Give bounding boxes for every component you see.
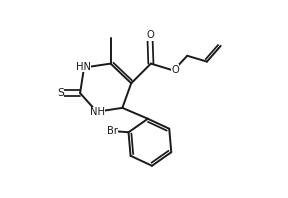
Text: NH: NH (90, 107, 105, 117)
Text: Br: Br (107, 126, 118, 136)
Text: O: O (146, 30, 154, 40)
Text: HN: HN (75, 62, 90, 72)
Text: O: O (171, 65, 179, 75)
Text: S: S (57, 88, 64, 98)
